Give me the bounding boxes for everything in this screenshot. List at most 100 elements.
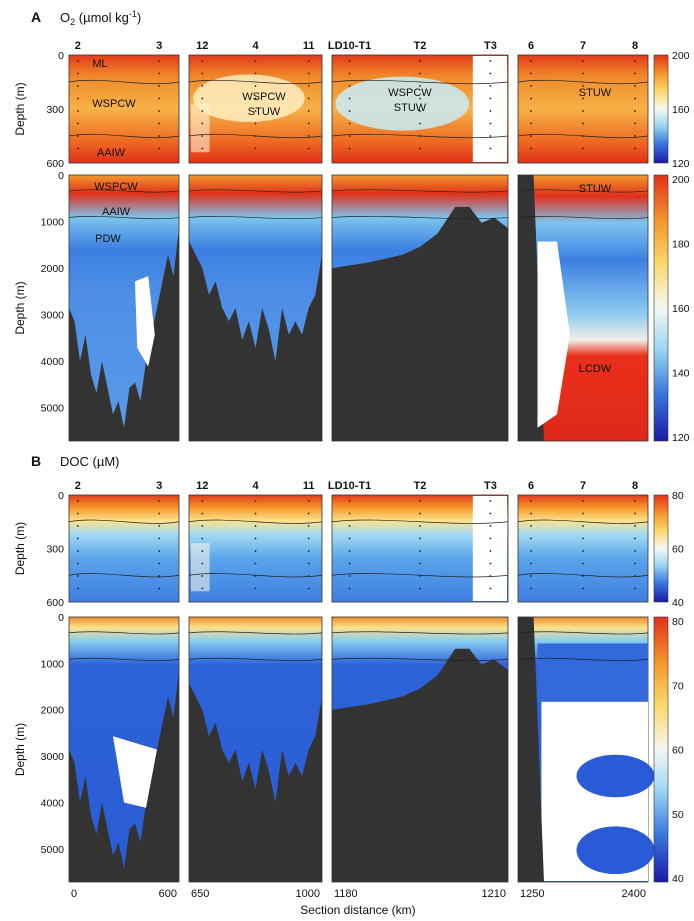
contour-line bbox=[517, 657, 649, 661]
sample-point bbox=[158, 587, 161, 590]
colorbar-tick: 50 bbox=[672, 809, 684, 821]
y-tick-label: 1000 bbox=[41, 217, 65, 229]
station-label: T2 bbox=[414, 480, 427, 492]
water-mass-label: AAIW bbox=[97, 147, 126, 159]
sample-point bbox=[634, 135, 636, 137]
panel-letter-b: B bbox=[31, 453, 41, 469]
sample-point bbox=[530, 587, 532, 590]
sample-point bbox=[530, 85, 532, 87]
sample-point bbox=[419, 60, 421, 62]
low-o2-core bbox=[335, 76, 470, 131]
contour-line bbox=[188, 216, 323, 220]
sample-point bbox=[634, 122, 636, 125]
station-label: 8 bbox=[632, 40, 638, 52]
sample-point bbox=[254, 97, 257, 100]
no-data-region bbox=[113, 736, 157, 808]
sample-point bbox=[158, 135, 161, 137]
sample-point bbox=[582, 537, 584, 540]
station-label: T3 bbox=[484, 40, 497, 52]
sample-point bbox=[634, 85, 636, 87]
sample-point bbox=[582, 72, 584, 75]
x-tick-label: 600 bbox=[159, 888, 177, 900]
sample-point bbox=[634, 110, 636, 112]
y-axis-label: Depth (m) bbox=[13, 723, 27, 776]
sample-point bbox=[76, 147, 79, 150]
sample-point bbox=[582, 575, 584, 577]
sample-point bbox=[348, 72, 351, 75]
sample-point bbox=[530, 122, 532, 125]
sample-point bbox=[582, 135, 584, 137]
sample-point bbox=[634, 525, 636, 527]
station-label: 7 bbox=[580, 480, 586, 492]
sample-point bbox=[419, 97, 421, 100]
y-tick-label: 1000 bbox=[41, 658, 65, 670]
sample-point bbox=[76, 122, 79, 125]
contour-line bbox=[517, 631, 649, 635]
sample-point bbox=[634, 500, 636, 502]
colorbar-tick: 60 bbox=[672, 745, 684, 757]
x-tick-label: 1210 bbox=[482, 888, 506, 900]
sample-point bbox=[634, 562, 636, 565]
sample-point bbox=[530, 135, 532, 137]
sample-point bbox=[348, 135, 351, 137]
y-tick-label: 5000 bbox=[41, 844, 65, 856]
y-axis-label: Depth (m) bbox=[13, 522, 27, 575]
sample-point bbox=[158, 60, 161, 62]
sample-point bbox=[158, 147, 161, 150]
sample-point bbox=[489, 562, 492, 565]
sample-point bbox=[254, 72, 257, 75]
contour-line bbox=[68, 631, 180, 635]
sample-point bbox=[307, 135, 310, 137]
sample-point bbox=[307, 72, 310, 75]
sample-point bbox=[419, 110, 421, 112]
sample-point bbox=[582, 147, 584, 150]
sample-point bbox=[582, 85, 584, 87]
sample-point bbox=[489, 587, 492, 590]
sample-point bbox=[307, 110, 310, 112]
bathymetry bbox=[189, 241, 322, 441]
colorbar-tick: 160 bbox=[672, 303, 690, 315]
sample-point bbox=[307, 537, 310, 540]
contour-line bbox=[188, 79, 323, 85]
panel-b-title: DOC (µM) bbox=[60, 454, 119, 469]
station-label: 7 bbox=[580, 40, 586, 52]
sample-point bbox=[201, 60, 204, 62]
contour-line bbox=[517, 79, 649, 85]
sample-point bbox=[489, 72, 492, 75]
sample-point bbox=[530, 575, 532, 577]
sample-point bbox=[489, 525, 492, 527]
sample-point bbox=[634, 575, 636, 577]
sample-point bbox=[489, 512, 492, 515]
bathymetry bbox=[332, 206, 508, 441]
sample-point bbox=[201, 587, 204, 590]
colorbar-tick: 160 bbox=[672, 104, 690, 116]
sample-point bbox=[307, 500, 310, 502]
sample-point bbox=[582, 550, 584, 552]
sample-point bbox=[489, 575, 492, 577]
colorbar-tick: 140 bbox=[672, 368, 690, 380]
sample-point bbox=[254, 537, 257, 540]
sample-point bbox=[348, 562, 351, 565]
sample-point bbox=[201, 525, 204, 527]
sample-point bbox=[307, 587, 310, 590]
water-mass-label: WSPCW bbox=[92, 98, 136, 110]
y-tick-label: 0 bbox=[58, 490, 64, 502]
sample-point bbox=[307, 525, 310, 527]
sample-point bbox=[348, 97, 351, 100]
sample-point bbox=[158, 575, 161, 577]
water-mass-label: WSPCW bbox=[388, 87, 432, 99]
water-mass-label: STUW bbox=[248, 106, 281, 118]
sample-point bbox=[307, 97, 310, 100]
contour-line bbox=[331, 631, 509, 635]
y-tick-label: 300 bbox=[46, 104, 64, 116]
y-axis-label: Depth (m) bbox=[13, 82, 27, 135]
sample-point bbox=[582, 512, 584, 515]
sample-point bbox=[489, 147, 492, 150]
sample-point bbox=[634, 587, 636, 590]
sample-point bbox=[530, 147, 532, 150]
contour-line bbox=[68, 216, 180, 220]
station-label: 12 bbox=[196, 480, 208, 492]
sample-point bbox=[582, 562, 584, 565]
station-label: 6 bbox=[528, 40, 534, 52]
section-gap-shading bbox=[191, 103, 210, 153]
